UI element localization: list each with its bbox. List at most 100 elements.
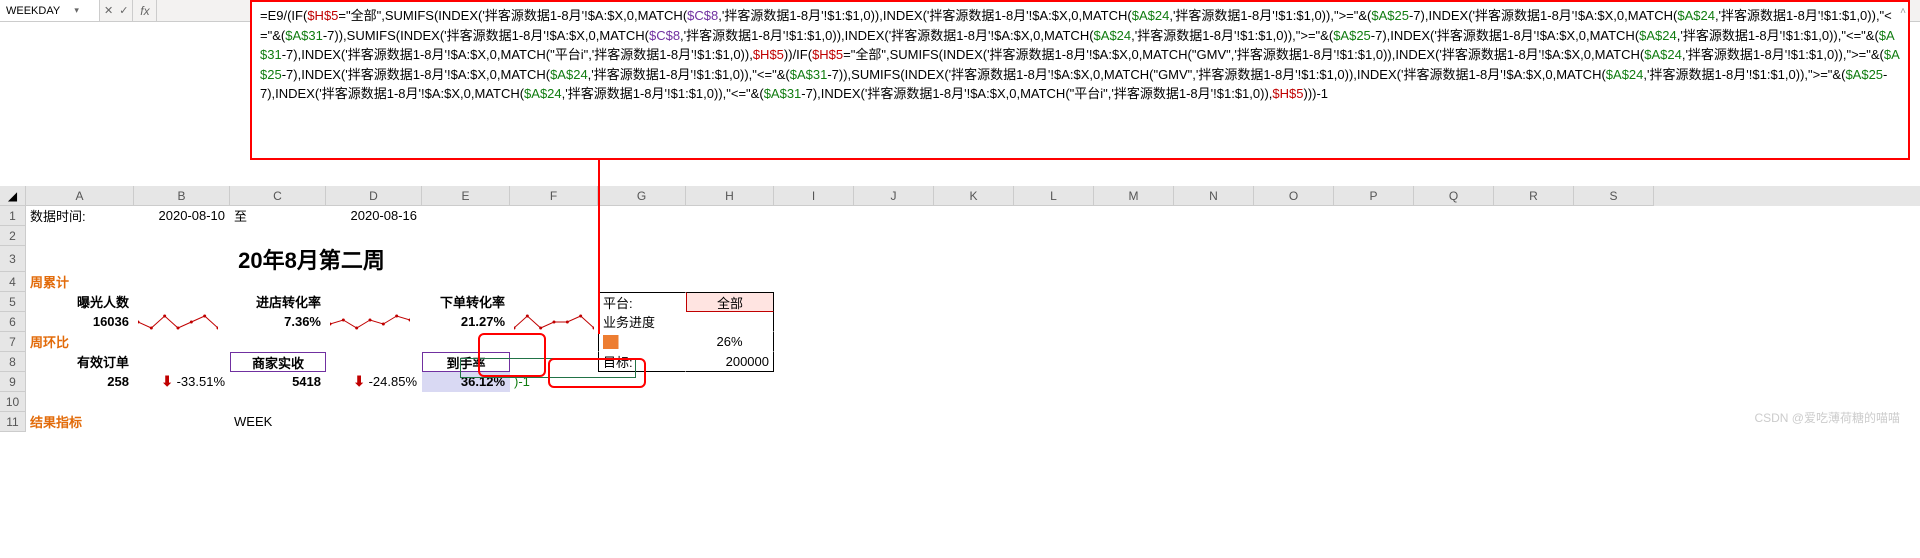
cell[interactable] [134, 412, 230, 432]
row-header[interactable]: 2 [0, 226, 26, 246]
col-header[interactable]: K [934, 186, 1014, 206]
cell-data-time-label[interactable]: 数据时间: [26, 206, 134, 226]
cell-entry-rate-label[interactable]: 进店转化率 [230, 292, 326, 312]
col-header[interactable]: S [1574, 186, 1654, 206]
cell[interactable] [510, 292, 598, 312]
cell[interactable] [326, 292, 422, 312]
cell[interactable] [686, 412, 774, 432]
row-header[interactable]: 11 [0, 412, 26, 432]
row-header[interactable]: 9 [0, 372, 26, 392]
cell[interactable] [686, 246, 774, 272]
cell[interactable] [230, 332, 326, 352]
col-header[interactable]: G [598, 186, 686, 206]
cell-merchant-income-value[interactable]: 5418 [230, 372, 326, 392]
cell-target-label[interactable]: 目标: [598, 352, 686, 372]
col-header[interactable]: C [230, 186, 326, 206]
name-box-dropdown[interactable]: ▾ [60, 5, 93, 17]
cell-orders-label[interactable]: 有效订单 [26, 352, 134, 372]
row-header[interactable]: 8 [0, 352, 26, 372]
cancel-icon[interactable]: ✕ [104, 4, 113, 17]
collapse-icon[interactable]: ˄ [1900, 4, 1906, 19]
cell[interactable] [422, 392, 510, 412]
cell-platform-label[interactable]: 平台: [598, 292, 686, 312]
row-header[interactable]: 7 [0, 332, 26, 352]
col-header[interactable]: A [26, 186, 134, 206]
cell[interactable] [510, 206, 598, 226]
cell-end-date[interactable]: 2020-08-16 [326, 206, 422, 226]
row-header[interactable]: 4 [0, 272, 26, 292]
row-header[interactable]: 1 [0, 206, 26, 226]
cell-wow-label[interactable]: 周环比 [26, 332, 134, 352]
cell[interactable] [598, 206, 686, 226]
col-header[interactable]: E [422, 186, 510, 206]
col-header[interactable]: I [774, 186, 854, 206]
col-header[interactable]: N [1174, 186, 1254, 206]
cell[interactable] [510, 272, 598, 292]
cell[interactable] [598, 272, 686, 292]
name-box[interactable]: WEEKDAY ▾ [0, 0, 100, 21]
cell-net-rate-label[interactable]: 到手率 [422, 352, 510, 372]
cell-sparkline[interactable] [134, 312, 230, 332]
cell-orders-value[interactable]: 258 [26, 372, 134, 392]
cell-progress-bar[interactable] [598, 332, 686, 352]
cell[interactable] [422, 206, 510, 226]
fx-icon[interactable]: fx [133, 0, 157, 21]
cell[interactable] [598, 226, 686, 246]
cell-week-label[interactable]: WEEK [230, 412, 326, 432]
cell[interactable] [134, 272, 230, 292]
cell[interactable] [422, 332, 510, 352]
cell[interactable] [598, 372, 686, 392]
cell[interactable] [134, 226, 230, 246]
cell[interactable] [686, 312, 774, 332]
cell[interactable] [326, 272, 422, 292]
cell-progress-pct[interactable]: 26% [686, 332, 774, 352]
cell[interactable] [510, 332, 598, 352]
cell[interactable] [230, 392, 326, 412]
cell[interactable] [134, 392, 230, 412]
cell[interactable] [686, 372, 774, 392]
cell[interactable] [326, 392, 422, 412]
cell-start-date[interactable]: 2020-08-10 [134, 206, 230, 226]
cell-week-title[interactable]: 20年8月第二周 [26, 246, 598, 272]
cell[interactable] [598, 246, 686, 272]
cell[interactable] [326, 412, 422, 432]
cell[interactable] [26, 392, 134, 412]
cell[interactable] [686, 226, 774, 246]
cell[interactable] [510, 226, 598, 246]
row-header[interactable]: 6 [0, 312, 26, 332]
cell[interactable] [510, 392, 598, 412]
cell[interactable] [422, 412, 510, 432]
cell-target-value[interactable]: 200000 [686, 352, 774, 372]
row-header[interactable]: 5 [0, 292, 26, 312]
cell[interactable] [598, 392, 686, 412]
cell-orders-change[interactable]: ⬇ -33.51% [134, 372, 230, 392]
col-header[interactable]: O [1254, 186, 1334, 206]
cell-exposure-value[interactable]: 16036 [26, 312, 134, 332]
cell[interactable] [134, 352, 230, 372]
col-header[interactable]: B [134, 186, 230, 206]
cell-platform-value[interactable]: 全部 [686, 292, 774, 312]
cell-income-change[interactable]: ⬇ -24.85% [326, 372, 422, 392]
cell-result-metrics-label[interactable]: 结果指标 [26, 412, 134, 432]
cell-exposure-label[interactable]: 曝光人数 [26, 292, 134, 312]
cell[interactable] [26, 226, 134, 246]
cell[interactable] [134, 292, 230, 312]
confirm-icon[interactable]: ✓ [119, 4, 128, 17]
row-header[interactable]: 10 [0, 392, 26, 412]
formula-text[interactable]: =E9/(IF($H$5="全部",SUMIFS(INDEX('拌客源数据1-8… [260, 6, 1900, 104]
cell-weekly-total-label[interactable]: 周累计 [26, 272, 134, 292]
cell-progress-label[interactable]: 业务进度 [598, 312, 686, 332]
cell-to-label[interactable]: 至 [230, 206, 326, 226]
col-header[interactable]: M [1094, 186, 1174, 206]
cell-order-rate-value[interactable]: 21.27% [422, 312, 510, 332]
cell[interactable] [326, 352, 422, 372]
cell[interactable] [422, 226, 510, 246]
formula-editor[interactable]: ˄ =E9/(IF($H$5="全部",SUMIFS(INDEX('拌客源数据1… [250, 0, 1910, 160]
cell[interactable] [510, 352, 598, 372]
cell-sparkline[interactable] [326, 312, 422, 332]
spreadsheet-grid[interactable]: ◢ A B C D E F G H I J K L M N O P Q R S … [0, 186, 1920, 432]
col-header[interactable]: L [1014, 186, 1094, 206]
row-header[interactable]: 3 [0, 246, 26, 272]
cell[interactable] [686, 272, 774, 292]
cell[interactable] [422, 272, 510, 292]
